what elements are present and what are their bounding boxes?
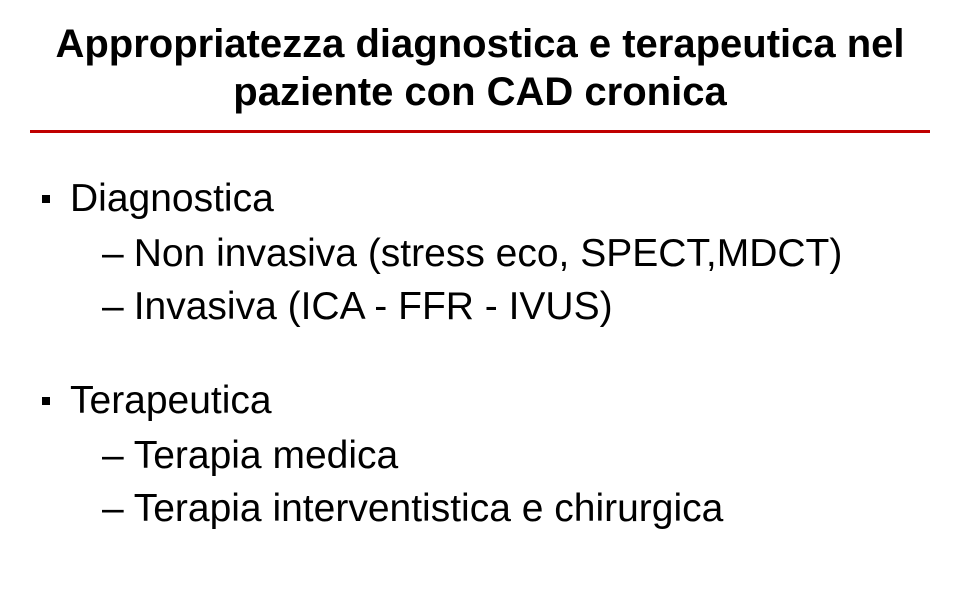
list-item: – Invasiva (ICA - FFR - IVUS) xyxy=(102,283,930,332)
section-label: Diagnostica xyxy=(70,175,930,224)
dash-icon: – xyxy=(102,230,124,279)
title-divider xyxy=(30,130,930,133)
sub-list: – Terapia medica – Terapia interventisti… xyxy=(42,432,930,534)
title-line-1: Appropriatezza diagnostica e terapeutica… xyxy=(50,20,910,68)
sub-list: – Non invasiva (stress eco, SPECT,MDCT) … xyxy=(42,230,930,332)
slide-title: Appropriatezza diagnostica e terapeutica… xyxy=(30,20,930,130)
dash-icon: – xyxy=(102,485,124,534)
dash-icon: – xyxy=(102,283,124,332)
dash-icon: – xyxy=(102,432,124,481)
bullet-icon xyxy=(42,397,50,405)
list-item: – Terapia medica xyxy=(102,432,930,481)
list-item-label: Invasiva (ICA - FFR - IVUS) xyxy=(134,283,930,332)
section-label: Terapeutica xyxy=(70,377,930,426)
bullet-icon xyxy=(42,195,50,203)
list-item: – Non invasiva (stress eco, SPECT,MDCT) xyxy=(102,230,930,279)
list-item-label: Non invasiva (stress eco, SPECT,MDCT) xyxy=(134,230,930,279)
list-item-label: Terapia medica xyxy=(134,432,930,481)
list-item-label: Terapia interventistica e chirurgica xyxy=(134,485,930,534)
section-heading: Terapeutica xyxy=(42,377,930,426)
section-heading: Diagnostica xyxy=(42,175,930,224)
title-line-2: paziente con CAD cronica xyxy=(50,68,910,116)
content-area: Diagnostica – Non invasiva (stress eco, … xyxy=(30,175,930,534)
list-item: – Terapia interventistica e chirurgica xyxy=(102,485,930,534)
slide: Appropriatezza diagnostica e terapeutica… xyxy=(0,0,960,600)
